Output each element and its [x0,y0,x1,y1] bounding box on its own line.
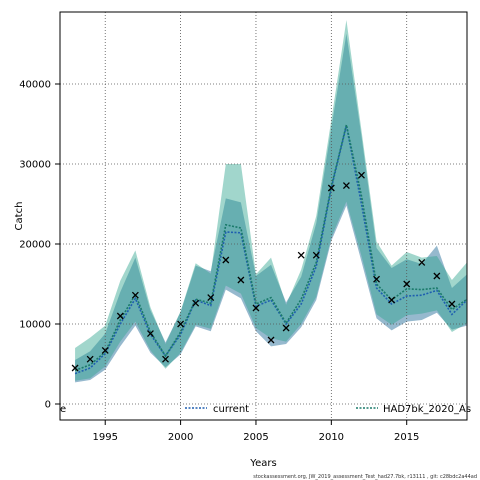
observed-point [207,294,215,302]
confidence-bands [75,20,468,383]
series-lines [74,124,468,375]
confidence-band-current [75,33,468,383]
observed-point [312,251,320,259]
y-tick-label: 10000 [19,320,51,331]
observed-point [131,291,139,299]
confidence-band-had [75,20,468,381]
corner-label: e [60,404,66,415]
series-line-had [74,124,468,372]
x-tick-label: 2010 [319,432,344,443]
observed-point [101,346,109,354]
x-tick-label: 2005 [243,432,268,443]
observed-point [177,320,185,328]
observed-point [448,300,456,308]
observed-points [71,171,456,372]
y-tick-label: 20000 [19,240,51,251]
observed-point [358,171,365,179]
observed-point [71,364,79,372]
observed-point [86,355,94,363]
x-tick-label: 1995 [92,432,117,443]
plot-frame [59,11,468,421]
observed-point [327,184,335,192]
observed-point [418,258,426,266]
y-tick-label: 30000 [19,160,51,171]
observed-point [237,276,245,284]
observed-point [403,280,411,288]
x-axis-label: Years [249,458,276,469]
y-tick-label: 40000 [19,80,51,91]
legend-label-had: HAD7bk_2020_As [383,404,471,415]
observed-point [192,299,200,307]
observed-point [342,182,350,190]
x-tick-label: 2000 [168,432,193,443]
y-tick-label: 0 [45,400,51,411]
observed-point [267,336,275,344]
x-tick-label: 2015 [394,432,419,443]
x-axis-ticks: 1995 2000 2005 2010 2015 [92,420,419,443]
legend: current HAD7bk_2020_As [185,404,471,415]
observed-point [297,251,305,259]
legend-label-current: current [213,404,249,415]
grid-lines [60,12,467,420]
observed-point [373,275,381,283]
observed-point [116,312,124,320]
y-axis-ticks: 0 10000 20000 30000 40000 [19,80,60,411]
y-axis-label: Catch [14,202,25,231]
series-line-current [74,125,468,375]
observed-point [388,296,396,304]
observed-point [222,256,230,264]
observed-point [146,330,154,338]
observed-point [433,272,441,280]
observed-point [252,304,260,312]
footer-credit: stockassessment.org, JW_2019_assessment_… [253,474,477,480]
observed-point [162,355,169,363]
observed-point [282,324,290,332]
